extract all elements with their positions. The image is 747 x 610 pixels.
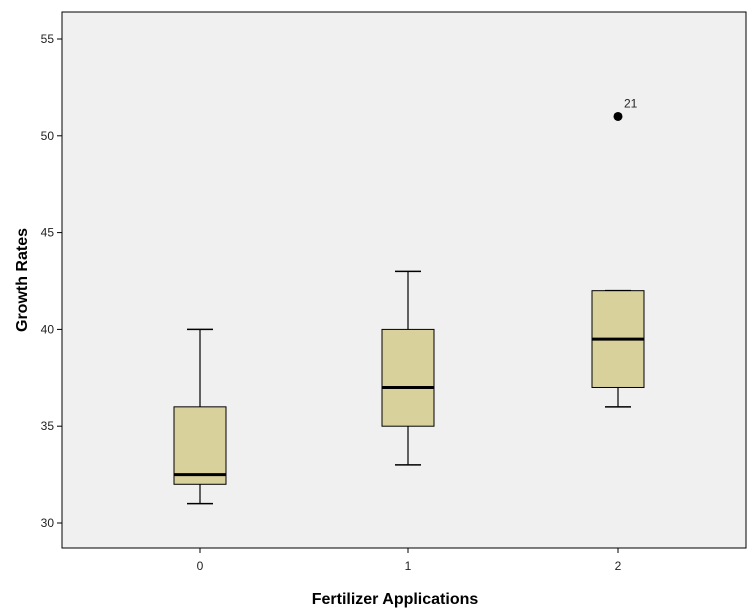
x-tick-label: 2 [615,559,622,573]
outlier-label: 21 [624,96,638,110]
plot-area [61,11,747,549]
y-axis: 30 35 40 45 50 55 [41,32,62,530]
y-tick-label: 40 [41,322,55,336]
box-iqr [173,406,227,485]
y-axis-title: Growth Rates [14,228,31,332]
box-group-0 [173,328,227,505]
box-group-2 [591,289,645,408]
y-tick-label: 45 [41,226,55,240]
y-tick-label: 35 [41,419,55,433]
x-axis-title: Fertilizer Applications [312,591,479,608]
box-group-1 [381,270,435,466]
outlier-point [613,111,623,121]
boxes-layer [173,270,645,505]
y-tick-label: 55 [41,32,55,46]
outliers-layer: 21 [613,96,638,121]
box-iqr [381,328,435,427]
y-tick-label: 30 [41,516,55,530]
x-axis: 0 1 2 [197,548,622,573]
x-tick-label: 1 [405,559,412,573]
x-tick-label: 0 [197,559,204,573]
y-tick-label: 50 [41,129,55,143]
